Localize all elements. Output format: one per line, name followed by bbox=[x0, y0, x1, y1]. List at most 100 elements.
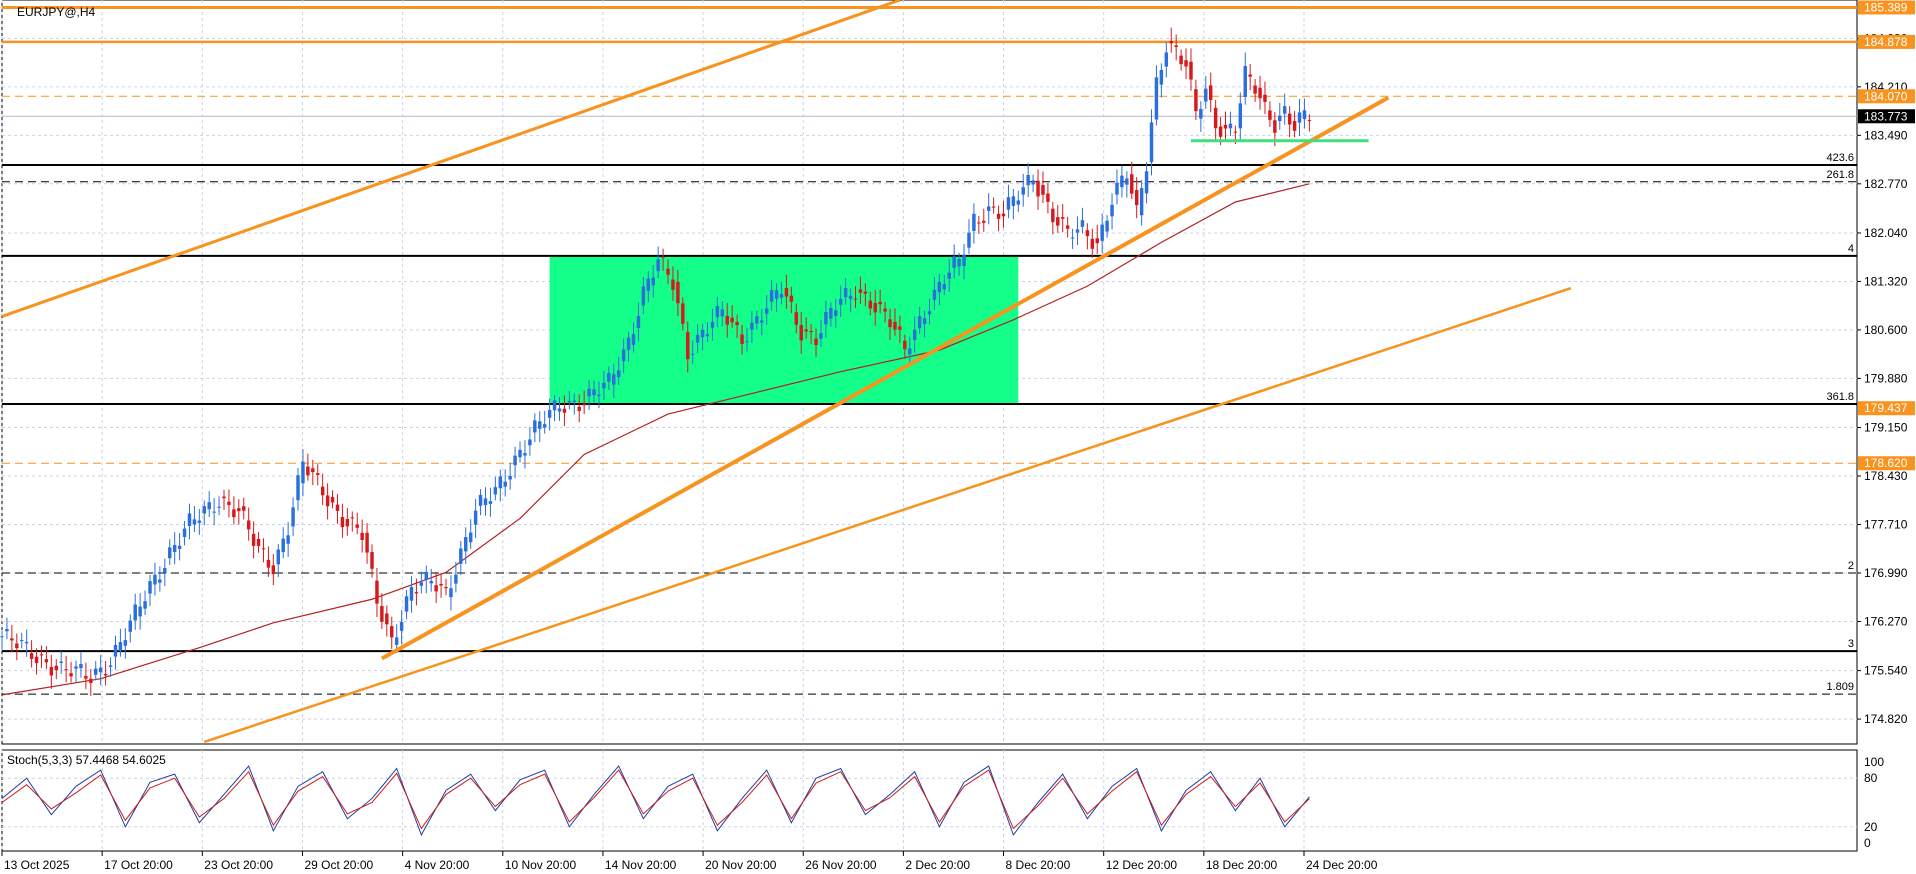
y-tick-label: 181.320 bbox=[1864, 274, 1908, 288]
candle-body bbox=[863, 291, 868, 294]
candle-body bbox=[690, 353, 695, 355]
candle-body bbox=[848, 295, 853, 299]
price-tag bbox=[1858, 0, 1915, 15]
candle-body bbox=[5, 629, 9, 632]
candle-body bbox=[646, 278, 651, 291]
candle-body bbox=[320, 486, 325, 496]
candle-body bbox=[922, 318, 927, 325]
candle-body bbox=[932, 289, 937, 300]
candle-body bbox=[715, 306, 720, 318]
candle-body bbox=[281, 538, 285, 553]
candle-body bbox=[1199, 109, 1203, 119]
candle-body bbox=[607, 372, 611, 382]
candle-body bbox=[745, 341, 749, 343]
candle-body bbox=[542, 424, 547, 428]
x-tick-label: 8 Dec 20:00 bbox=[1006, 858, 1071, 872]
candle-body bbox=[917, 316, 922, 329]
candle-body bbox=[1297, 112, 1302, 123]
level-label: 3 bbox=[1848, 638, 1854, 650]
candle-body bbox=[942, 284, 947, 290]
candle-body bbox=[1130, 174, 1134, 194]
y-tick-label: 182.770 bbox=[1864, 177, 1908, 191]
candle-body bbox=[1001, 213, 1006, 217]
x-tick-label: 18 Dec 20:00 bbox=[1206, 858, 1278, 872]
candle-body bbox=[439, 583, 443, 586]
candle-body bbox=[98, 667, 103, 673]
candle-body bbox=[237, 508, 241, 512]
candle-body bbox=[774, 290, 779, 299]
candle-body bbox=[523, 453, 527, 456]
candle-body bbox=[676, 281, 680, 304]
candle-body bbox=[621, 349, 626, 362]
candle-body bbox=[1263, 94, 1267, 102]
candle-body bbox=[468, 532, 473, 543]
candle-body bbox=[133, 604, 137, 621]
candle-body bbox=[1021, 187, 1025, 195]
y-tick-label: 180.600 bbox=[1864, 323, 1908, 337]
candle-body bbox=[1228, 123, 1233, 129]
candle-body bbox=[735, 321, 739, 326]
candle-body bbox=[444, 586, 448, 589]
candle-body bbox=[1100, 224, 1104, 241]
candle-body bbox=[700, 329, 705, 338]
price-tag-label: 179.437 bbox=[1864, 401, 1908, 415]
candle-body bbox=[291, 507, 295, 527]
candle-body bbox=[986, 206, 991, 211]
trendline bbox=[203, 286, 1572, 744]
candle-body bbox=[449, 588, 453, 598]
level-label: 423.6 bbox=[1826, 152, 1854, 164]
level-label: 4 bbox=[1848, 243, 1854, 255]
candle-body bbox=[1046, 193, 1050, 202]
candle-body bbox=[1070, 237, 1075, 239]
trendline bbox=[380, 95, 1390, 661]
candle-body bbox=[1287, 113, 1292, 125]
candle-body bbox=[355, 524, 359, 528]
x-tick-label: 20 Nov 20:00 bbox=[705, 858, 777, 872]
candle-body bbox=[207, 502, 211, 510]
candle-body bbox=[202, 506, 207, 514]
y-tick-label: 176.270 bbox=[1864, 614, 1908, 628]
candle-body bbox=[49, 667, 54, 676]
candle-body bbox=[518, 449, 522, 458]
candle-body bbox=[779, 294, 784, 298]
candle-body bbox=[661, 256, 665, 258]
price-tag bbox=[1858, 109, 1915, 124]
candle-body bbox=[962, 254, 966, 266]
candle-body bbox=[217, 506, 221, 508]
candle-body bbox=[1238, 103, 1243, 129]
candle-body bbox=[296, 475, 300, 501]
stoch-tick-label: 80 bbox=[1864, 771, 1878, 785]
candle-body bbox=[177, 545, 182, 549]
candle-body bbox=[128, 620, 132, 632]
price-tag-label: 184.878 bbox=[1864, 35, 1908, 49]
candle-body bbox=[972, 213, 976, 231]
y-tick-label: 182.040 bbox=[1864, 226, 1908, 240]
candle-body bbox=[1179, 55, 1183, 65]
candle-body bbox=[89, 678, 93, 684]
candle-body bbox=[547, 410, 552, 418]
candle-body bbox=[927, 311, 932, 315]
candle-body bbox=[1139, 188, 1144, 216]
candle-body bbox=[10, 638, 14, 641]
x-tick-label: 24 Dec 20:00 bbox=[1306, 858, 1378, 872]
level-label: 1.809 bbox=[1826, 681, 1854, 693]
candle-body bbox=[1031, 180, 1035, 185]
candle-body bbox=[232, 509, 236, 518]
candle-body bbox=[227, 501, 231, 506]
x-tick-label: 23 Oct 20:00 bbox=[204, 858, 273, 872]
candle-body bbox=[493, 487, 498, 495]
x-tick-label: 12 Dec 20:00 bbox=[1106, 858, 1178, 872]
candle-body bbox=[868, 300, 873, 309]
candle-body bbox=[54, 665, 58, 671]
x-tick-label: 10 Nov 20:00 bbox=[505, 858, 577, 872]
candle-body bbox=[266, 559, 271, 568]
price-tag bbox=[1858, 401, 1915, 416]
candle-body bbox=[345, 519, 350, 527]
candle-body bbox=[1278, 115, 1282, 121]
candle-body bbox=[1282, 106, 1287, 114]
stoch-tick-label: 20 bbox=[1864, 820, 1878, 834]
candle-body bbox=[814, 338, 818, 345]
candle-body bbox=[1194, 89, 1198, 112]
candle-body bbox=[804, 329, 808, 332]
candle-body bbox=[59, 661, 63, 663]
